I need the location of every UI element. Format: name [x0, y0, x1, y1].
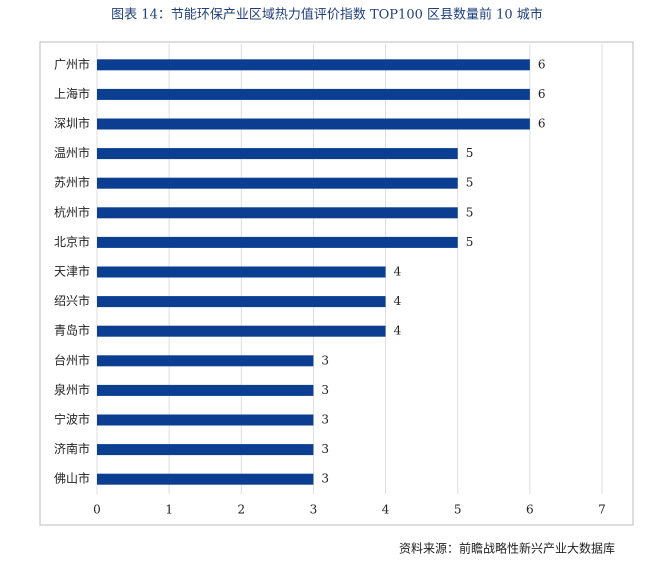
bar — [97, 236, 458, 248]
bar — [97, 473, 314, 485]
value-label: 4 — [394, 265, 402, 279]
bar — [97, 444, 314, 456]
bar — [97, 118, 530, 130]
chart-title: 图表 14：节能环保产业区域热力值评价指数 TOP100 区县数量前 10 城市 — [111, 7, 543, 23]
value-label: 6 — [538, 87, 546, 101]
bar — [97, 414, 314, 426]
y-tick-label: 广州市 — [54, 56, 90, 71]
bar — [97, 59, 530, 71]
x-tick-label: 6 — [526, 503, 534, 517]
bar — [97, 207, 458, 219]
y-tick-label: 济南市 — [54, 441, 90, 456]
x-tick-label: 3 — [310, 503, 318, 517]
plot-frame — [39, 41, 634, 526]
x-tick-label: 7 — [598, 503, 606, 517]
value-label: 3 — [321, 383, 329, 397]
y-tick-label: 佛山市 — [54, 471, 90, 486]
y-tick-label: 泉州市 — [54, 382, 90, 397]
value-label: 4 — [394, 294, 402, 308]
bar — [97, 296, 386, 308]
bar — [97, 384, 314, 396]
value-label: 3 — [321, 472, 329, 486]
value-label: 5 — [466, 205, 474, 219]
x-tick-label: 2 — [237, 503, 245, 517]
value-label: 6 — [538, 57, 546, 71]
bar — [97, 177, 458, 189]
y-tick-label: 台州市 — [54, 352, 90, 367]
value-label: 3 — [321, 353, 329, 367]
value-label: 4 — [394, 324, 402, 338]
y-tick-label: 深圳市 — [54, 116, 90, 131]
y-tick-label: 天津市 — [54, 264, 90, 279]
value-label: 5 — [466, 235, 474, 249]
bar — [97, 325, 386, 337]
y-tick-label: 杭州市 — [54, 204, 90, 219]
value-label: 3 — [321, 442, 329, 456]
x-tick-label: 5 — [454, 503, 462, 517]
y-tick-label: 绍兴市 — [54, 293, 90, 308]
y-tick-label: 苏州市 — [54, 175, 90, 190]
x-tick-label: 1 — [165, 503, 173, 517]
bar — [97, 88, 530, 100]
x-tick-label: 4 — [382, 503, 390, 517]
y-tick-label: 青岛市 — [54, 323, 90, 338]
bar — [97, 148, 458, 160]
y-tick-label: 宁波市 — [54, 412, 90, 427]
y-tick-label: 温州市 — [54, 145, 90, 160]
bar — [97, 266, 386, 278]
value-label: 6 — [538, 117, 546, 131]
value-label: 5 — [466, 176, 474, 190]
value-label: 3 — [321, 413, 329, 427]
value-label: 5 — [466, 146, 474, 160]
y-tick-label: 上海市 — [54, 86, 90, 101]
x-tick-label: 0 — [93, 503, 101, 517]
bar — [97, 355, 314, 367]
source-note: 资料来源：前瞻战略性新兴产业大数据库 — [399, 541, 615, 556]
y-tick-label: 北京市 — [54, 234, 90, 249]
